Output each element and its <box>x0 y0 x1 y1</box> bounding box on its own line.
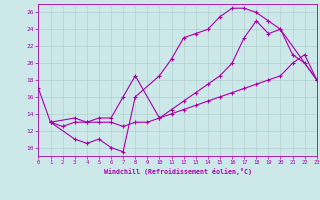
X-axis label: Windchill (Refroidissement éolien,°C): Windchill (Refroidissement éolien,°C) <box>104 168 252 175</box>
